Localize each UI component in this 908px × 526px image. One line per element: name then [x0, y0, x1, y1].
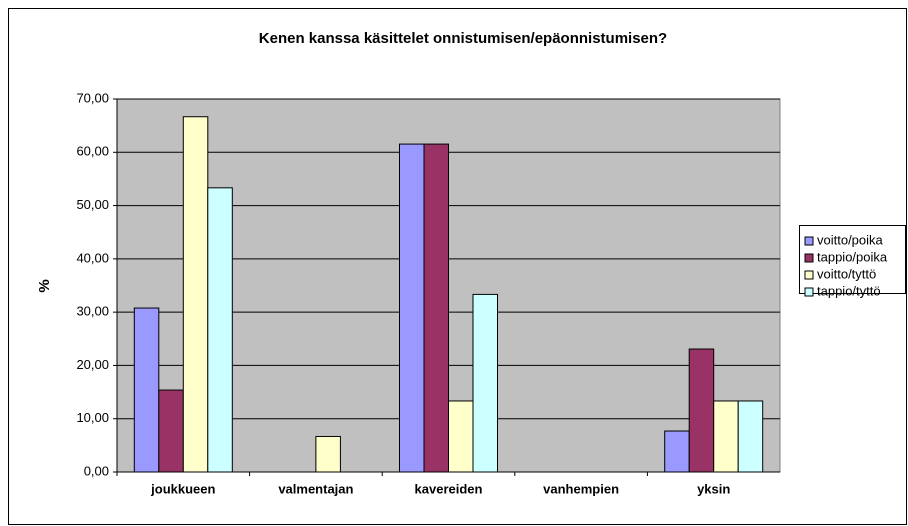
x-tick-label: yksin [697, 481, 730, 496]
bar [664, 430, 690, 473]
y-tick-label: 10,00 [76, 410, 109, 425]
bar [737, 400, 764, 473]
y-axis-label: % [36, 279, 53, 292]
bar [399, 143, 425, 473]
y-tick-label: 60,00 [76, 144, 109, 159]
y-tick-label: 40,00 [76, 250, 109, 265]
legend-swatch [804, 236, 814, 246]
bar [688, 348, 715, 473]
chart-title: Kenen kanssa käsittelet onnistumisen/epä… [259, 30, 667, 47]
legend-swatch [804, 270, 814, 280]
bar [182, 116, 209, 473]
bar [423, 143, 449, 473]
bar [133, 307, 160, 473]
bar [158, 389, 184, 473]
legend-label: voitto/tyttö [817, 266, 876, 281]
y-tick-label: 70,00 [76, 90, 109, 105]
y-tick-label: 20,00 [76, 357, 109, 372]
bar [315, 435, 341, 473]
x-tick-label: kavereiden [415, 481, 483, 496]
x-tick-label: vanhempien [543, 481, 619, 496]
bar [713, 400, 739, 473]
legend-label: tappio/tyttö [817, 283, 881, 298]
y-tick-label: 30,00 [76, 304, 109, 319]
bar [207, 187, 233, 473]
x-tick-label: valmentajan [278, 481, 353, 496]
legend [799, 225, 906, 294]
legend-swatch [804, 253, 814, 263]
legend-label: tappio/poika [817, 249, 888, 264]
x-tick-label: joukkueen [150, 481, 215, 496]
y-tick-label: 0,00 [84, 463, 109, 478]
bar [448, 400, 474, 473]
legend-swatch [804, 287, 814, 297]
legend-label: voitto/poika [817, 232, 884, 247]
y-tick-label: 50,00 [76, 197, 109, 212]
bar [472, 293, 498, 473]
